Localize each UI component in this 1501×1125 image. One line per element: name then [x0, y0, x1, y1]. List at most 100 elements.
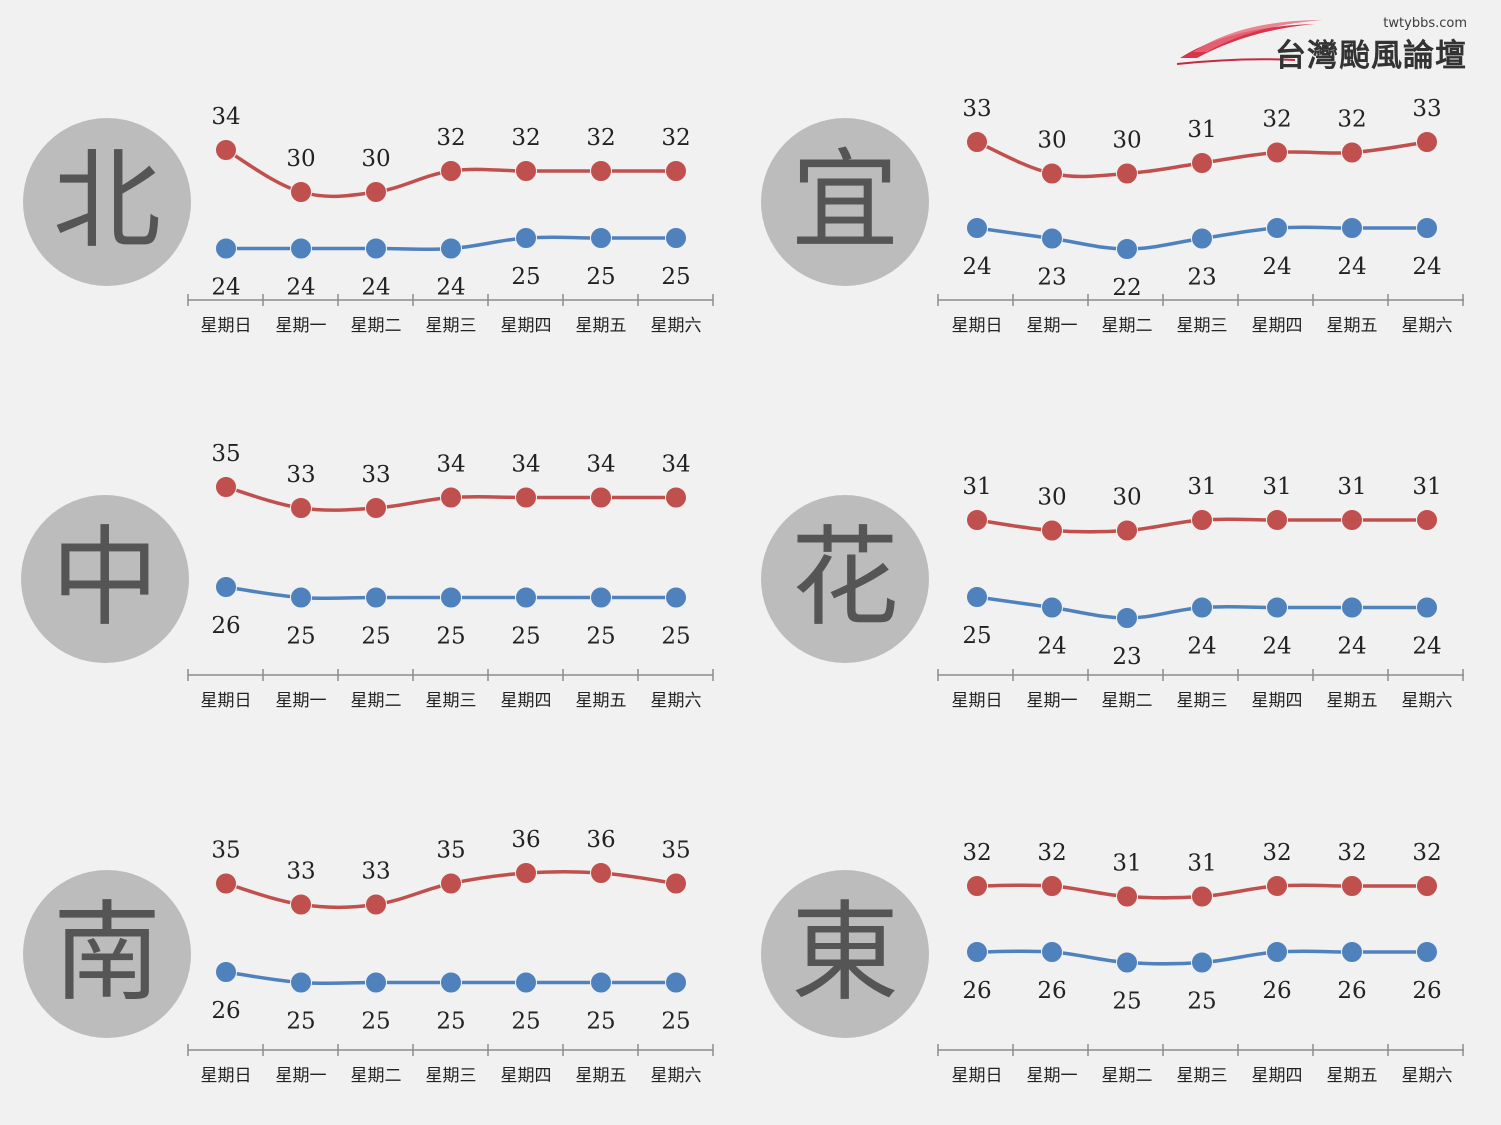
data-point-high: [966, 875, 988, 897]
data-label-high: 32: [511, 125, 540, 151]
data-point-low: [1266, 217, 1288, 239]
data-point-high: [665, 872, 687, 895]
x-tick-label: 星期日: [952, 1066, 1003, 1086]
data-label-low: 24: [286, 275, 315, 301]
data-point-high: [590, 160, 612, 182]
region-label: 東: [790, 891, 899, 1016]
data-label-high: 30: [1112, 128, 1141, 154]
region-label: 北: [52, 139, 161, 264]
data-label-low: 25: [286, 624, 315, 650]
x-tick-label: 星期日: [952, 691, 1003, 711]
region-badge: 花: [761, 495, 929, 663]
data-point-low: [966, 217, 988, 239]
data-point-low: [440, 586, 462, 609]
data-label-low: 25: [511, 264, 540, 290]
data-label-high: 34: [586, 452, 615, 478]
data-label-high: 30: [1112, 485, 1141, 511]
data-point-low: [1266, 596, 1288, 619]
x-tick-label: 星期六: [1402, 1066, 1453, 1086]
data-point-high: [1116, 885, 1138, 908]
data-point-low: [590, 586, 612, 609]
forecast-panel-south: 南 星期日 星期一 星期二 星期三 星期四 星期五 星期六 35 33 33 35 36 36 35 26 2…: [0, 750, 750, 1125]
data-point-high: [1266, 875, 1288, 897]
data-label-high: 32: [1262, 107, 1291, 133]
data-point-high: [515, 160, 537, 182]
data-point-low: [1116, 951, 1138, 974]
data-point-high: [966, 509, 988, 531]
x-tick-label: 星期二: [1102, 691, 1153, 711]
data-point-high: [1266, 509, 1288, 531]
data-label-low: 22: [1112, 275, 1141, 301]
data-label-low: 24: [1337, 634, 1366, 660]
x-tick-label: 星期五: [1327, 316, 1378, 336]
temperature-chart: 星期日 星期一 星期二 星期三 星期四 星期五 星期六 35 33 33 34 34 34 34 26 25 2…: [187, 441, 714, 711]
data-point-high: [365, 181, 387, 203]
data-label-low: 25: [361, 624, 390, 650]
data-point-low: [1416, 596, 1438, 619]
data-label-high: 35: [436, 838, 465, 864]
data-label-low: 26: [1412, 978, 1441, 1004]
data-point-high: [1191, 152, 1213, 174]
data-label-low: 25: [962, 623, 991, 649]
data-label-high: 31: [1187, 851, 1216, 877]
x-tick-label: 星期一: [1027, 316, 1078, 336]
data-point-high: [215, 872, 237, 895]
data-label-high: 32: [1412, 840, 1441, 866]
data-label-low: 25: [661, 1009, 690, 1035]
data-label-high: 33: [1412, 96, 1441, 122]
x-tick-label: 星期三: [1177, 691, 1228, 711]
data-point-low: [966, 586, 988, 608]
data-label-low: 23: [1112, 644, 1141, 670]
data-point-low: [1266, 941, 1288, 963]
x-tick-label: 星期五: [1327, 1066, 1378, 1086]
x-tick-label: 星期五: [576, 1066, 627, 1086]
data-point-high: [665, 160, 687, 182]
region-label: 南: [52, 891, 161, 1016]
x-tick-label: 星期一: [276, 316, 327, 336]
region-badge: 南: [23, 870, 191, 1038]
temperature-chart: 星期日 星期一 星期二 星期三 星期四 星期五 星期六 35 33 33 35 36 36 35 26 25 2…: [187, 827, 714, 1086]
data-label-low: 25: [1187, 989, 1216, 1015]
data-point-high: [1191, 885, 1213, 908]
x-tick-label: 星期三: [1177, 316, 1228, 336]
data-point-high: [1041, 519, 1063, 542]
region-label: 中: [50, 516, 159, 641]
data-point-high: [1116, 519, 1138, 542]
region-badge: 宜: [761, 118, 929, 286]
data-label-high: 31: [1187, 117, 1216, 143]
data-point-low: [365, 237, 387, 260]
forecast-panel-yilan: 宜 星期日 星期一 星期二 星期三 星期四 星期五 星期六 33 30 30 31 32 32 33 24 2…: [750, 0, 1500, 375]
data-label-low: 24: [1262, 634, 1291, 660]
data-point-high: [290, 181, 312, 203]
x-tick-label: 星期一: [1027, 1066, 1078, 1086]
temperature-chart: 星期日 星期一 星期二 星期三 星期四 星期五 星期六 34 30 30 32 32 32 32 24 24 2…: [187, 104, 714, 336]
data-point-low: [365, 586, 387, 609]
logo-name: 台灣颱風論壇: [1275, 38, 1467, 74]
x-tick-label: 星期二: [1102, 1066, 1153, 1086]
swoosh-icon: [1176, 20, 1323, 65]
data-point-low: [1416, 217, 1438, 239]
data-label-high: 32: [962, 840, 991, 866]
forecast-panel-central: 中 星期日 星期一 星期二 星期三 星期四 星期五 星期六 35 33 33 34 34 34 34 26 2…: [0, 375, 750, 750]
data-label-high: 30: [1037, 128, 1066, 154]
data-point-low: [665, 586, 687, 609]
data-label-low: 24: [1187, 634, 1216, 660]
data-label-high: 35: [661, 838, 690, 864]
data-label-high: 33: [286, 859, 315, 885]
data-label-low: 25: [586, 1009, 615, 1035]
data-label-low: 25: [436, 624, 465, 650]
data-point-low: [215, 237, 237, 260]
data-label-high: 32: [1337, 107, 1366, 133]
data-label-high: 31: [1262, 474, 1291, 500]
data-point-high: [365, 497, 387, 519]
data-label-high: 31: [1412, 474, 1441, 500]
data-label-high: 32: [436, 125, 465, 151]
data-label-low: 25: [661, 264, 690, 290]
data-label-low: 24: [1412, 634, 1441, 660]
temperature-chart: 星期日 星期一 星期二 星期三 星期四 星期五 星期六 32 32 31 31 32 32 32 26 26 2…: [937, 840, 1464, 1086]
x-tick-label: 星期六: [1402, 316, 1453, 336]
data-label-low: 24: [1037, 634, 1066, 660]
data-point-high: [290, 893, 312, 916]
data-label-low: 26: [211, 613, 240, 639]
data-label-low: 25: [1112, 989, 1141, 1015]
